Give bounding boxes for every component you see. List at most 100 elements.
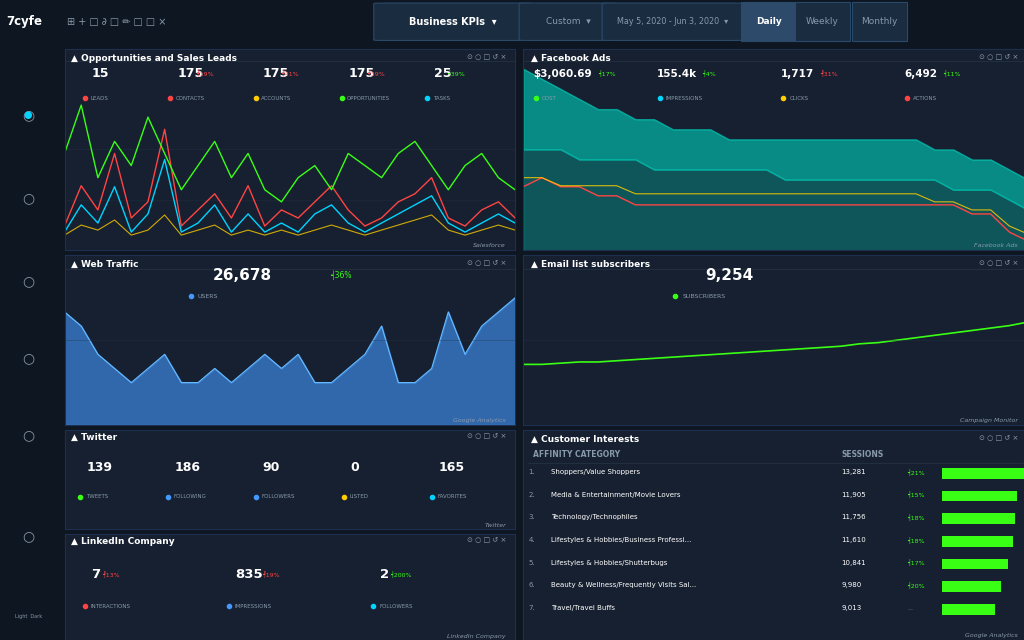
Text: ┥39%: ┥39% <box>447 70 465 77</box>
Text: Facebook Ads: Facebook Ads <box>975 243 1018 248</box>
Text: 3.: 3. <box>528 515 536 520</box>
Text: ┩39%: ┩39% <box>367 70 385 77</box>
Text: 6,492: 6,492 <box>904 69 937 79</box>
Text: Shoppers/Value Shoppers: Shoppers/Value Shoppers <box>551 469 640 475</box>
Text: 11,610: 11,610 <box>842 537 866 543</box>
Bar <box>942 513 1015 524</box>
Text: 7: 7 <box>91 568 100 581</box>
Text: 0: 0 <box>350 461 359 474</box>
Text: ○: ○ <box>23 274 34 288</box>
Bar <box>942 559 1008 570</box>
Text: 9,013: 9,013 <box>842 605 861 611</box>
Text: ┩31%: ┩31% <box>819 70 838 77</box>
Text: ○: ○ <box>23 428 34 442</box>
Text: Salesforce: Salesforce <box>473 243 506 248</box>
Text: ○: ○ <box>23 351 34 365</box>
Text: 10,841: 10,841 <box>842 560 866 566</box>
Bar <box>942 490 1017 502</box>
Bar <box>795 2 850 42</box>
Text: ACTIONS: ACTIONS <box>913 95 937 100</box>
Text: IMPRESSIONS: IMPRESSIONS <box>666 95 702 100</box>
Text: May 5, 2020 - Jun 3, 2020  ▾: May 5, 2020 - Jun 3, 2020 ▾ <box>617 17 728 26</box>
Text: Google Analytics: Google Analytics <box>454 419 506 423</box>
Text: ┥11%: ┥11% <box>943 70 961 77</box>
Text: 7cyfe: 7cyfe <box>6 15 42 28</box>
Text: Lifestyles & Hobbies/Shutterbugs: Lifestyles & Hobbies/Shutterbugs <box>551 560 668 566</box>
Text: COST: COST <box>542 95 557 100</box>
Text: Daily: Daily <box>756 17 782 26</box>
Text: ○: ○ <box>23 529 34 543</box>
Bar <box>852 2 907 42</box>
Text: ⊙ ○ □ ↺ ×: ⊙ ○ □ ↺ × <box>467 260 506 266</box>
Text: 186: 186 <box>175 461 201 474</box>
Text: 139: 139 <box>87 461 113 474</box>
Text: ┥15%: ┥15% <box>907 491 925 499</box>
Text: ⊙ ○ □ ↺ ×: ⊙ ○ □ ↺ × <box>979 54 1018 60</box>
Text: 90: 90 <box>263 461 281 474</box>
FancyBboxPatch shape <box>602 3 743 40</box>
Text: USERS: USERS <box>198 294 218 299</box>
Text: ┥17%: ┥17% <box>907 559 925 566</box>
Text: Business KPIs  ▾: Business KPIs ▾ <box>410 17 497 27</box>
Text: FAVORITES: FAVORITES <box>437 494 467 499</box>
Text: ┥4%: ┥4% <box>702 70 716 77</box>
Text: ┩13%: ┩13% <box>102 571 120 578</box>
Text: 15: 15 <box>91 67 109 81</box>
Bar <box>741 2 797 42</box>
Text: 2.: 2. <box>528 492 535 498</box>
Text: TASKS: TASKS <box>432 95 450 100</box>
Text: 13,281: 13,281 <box>842 469 866 475</box>
FancyBboxPatch shape <box>374 3 532 40</box>
Text: ...: ... <box>907 605 913 611</box>
Text: ┥36%: ┥36% <box>331 271 352 280</box>
Text: IMPRESSIONS: IMPRESSIONS <box>234 604 272 609</box>
FancyBboxPatch shape <box>519 3 616 40</box>
Text: ┩41%: ┩41% <box>282 70 299 77</box>
Text: $3,060.69: $3,060.69 <box>534 69 592 79</box>
Bar <box>942 536 1013 547</box>
Text: 155.4k: 155.4k <box>657 69 697 79</box>
Text: 165: 165 <box>438 461 465 474</box>
Text: ○: ○ <box>23 191 34 205</box>
Text: Campaign Monitor: Campaign Monitor <box>959 419 1018 423</box>
Text: ┥21%: ┥21% <box>907 468 925 476</box>
Text: FOLLOWING: FOLLOWING <box>174 494 207 499</box>
Text: ⊞ + □ ∂ □ ✏ □ □ ×: ⊞ + □ ∂ □ ✏ □ □ × <box>67 17 166 27</box>
Text: ⊙ ○ □ ↺ ×: ⊙ ○ □ ↺ × <box>979 435 1018 442</box>
Text: ▲ Facebook Ads: ▲ Facebook Ads <box>530 54 610 63</box>
Text: Weekly: Weekly <box>806 17 839 26</box>
Text: Twitter: Twitter <box>484 524 506 528</box>
Text: TWEETS: TWEETS <box>86 494 109 499</box>
Text: Beauty & Wellness/Frequently Visits Sal...: Beauty & Wellness/Frequently Visits Sal.… <box>551 582 696 588</box>
Text: ▲ Twitter: ▲ Twitter <box>72 433 118 442</box>
Text: Lifestyles & Hobbies/Business Professi...: Lifestyles & Hobbies/Business Professi..… <box>551 537 691 543</box>
Text: LISTED: LISTED <box>350 494 369 499</box>
Text: Media & Entertainment/Movie Lovers: Media & Entertainment/Movie Lovers <box>551 492 681 498</box>
Text: 1,717: 1,717 <box>780 69 814 79</box>
Text: 2: 2 <box>380 568 389 581</box>
Text: INTERACTIONS: INTERACTIONS <box>91 604 131 609</box>
Text: Technology/Technophiles: Technology/Technophiles <box>551 515 638 520</box>
Text: CONTACTS: CONTACTS <box>176 95 205 100</box>
Text: ⊙ ○ □ ↺ ×: ⊙ ○ □ ↺ × <box>979 260 1018 266</box>
Text: ┥20%: ┥20% <box>907 582 925 589</box>
Text: 11,905: 11,905 <box>842 492 866 498</box>
Text: LinkedIn Company: LinkedIn Company <box>447 634 506 639</box>
Text: ┥18%: ┥18% <box>907 514 925 521</box>
Text: ┥17%: ┥17% <box>598 70 616 77</box>
Text: FOLLOWERS: FOLLOWERS <box>262 494 295 499</box>
Text: 175: 175 <box>263 67 289 81</box>
Text: 175: 175 <box>177 67 204 81</box>
Text: Monthly: Monthly <box>861 17 898 26</box>
Text: ⊙ ○ □ ↺ ×: ⊙ ○ □ ↺ × <box>467 537 506 543</box>
Text: 6.: 6. <box>528 582 536 588</box>
Text: AFFINITY CATEGORY: AFFINITY CATEGORY <box>534 450 621 459</box>
Text: 9,980: 9,980 <box>842 582 861 588</box>
Text: ┥18%: ┥18% <box>907 536 925 543</box>
Text: ⊙ ○ □ ↺ ×: ⊙ ○ □ ↺ × <box>467 54 506 60</box>
Bar <box>942 468 1024 479</box>
Text: Light  Dark: Light Dark <box>14 614 42 618</box>
Text: 835: 835 <box>236 568 263 581</box>
Text: ○: ○ <box>23 108 34 122</box>
Text: 11,756: 11,756 <box>842 515 866 520</box>
